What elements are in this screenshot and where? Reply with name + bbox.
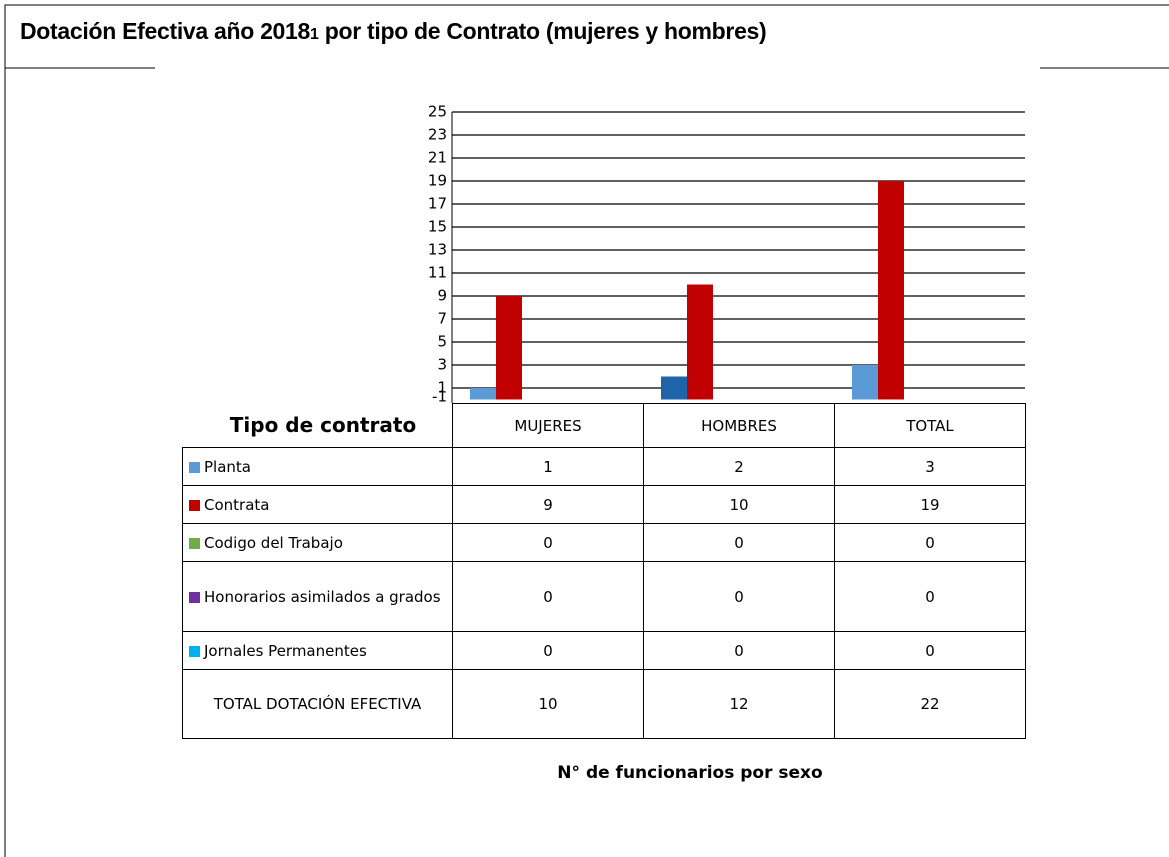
x-axis-title: N° de funcionarios por sexo: [557, 763, 822, 783]
y-tick-label: 13: [428, 241, 447, 259]
bar: [661, 376, 687, 400]
bar: [470, 388, 496, 400]
table-value: 0: [834, 631, 1026, 670]
title-text: por tipo de Contrato (mujeres y hombres): [324, 18, 767, 44]
frame: [4, 4, 1169, 857]
title-footnote: 1: [310, 26, 319, 43]
table-value: 0: [452, 523, 644, 562]
legend-label: Honorarios asimilados a grados: [189, 588, 441, 606]
y-tick-label: 19: [428, 172, 447, 190]
table-value: 3: [834, 447, 1026, 486]
column-header: HOMBRES: [643, 403, 835, 448]
table-value: 9: [452, 485, 644, 524]
table-value: 0: [643, 631, 835, 670]
y-tick-label: -1: [432, 388, 447, 406]
legend-entry: Contrata: [182, 485, 453, 524]
y-tick-label: 7: [437, 310, 447, 328]
legend-swatch: [189, 591, 200, 603]
legend-text: Codigo del Trabajo: [204, 533, 343, 552]
table-value: 2: [643, 447, 835, 486]
legend-entry: Planta: [182, 447, 453, 486]
y-tick-label: 11: [428, 264, 447, 282]
legend-entry: Codigo del Trabajo: [182, 523, 453, 562]
y-tick-label: 17: [428, 195, 447, 213]
legend-swatch: [189, 499, 200, 511]
row-axis-label: Tipo de contrato: [229, 413, 417, 437]
bar: [878, 181, 904, 400]
chart-title: Dotación Efectiva año 20181 por tipo de …: [20, 18, 767, 45]
y-tick-label: 1: [437, 379, 447, 397]
table-total: 10: [452, 669, 644, 739]
legend-label: Codigo del Trabajo: [189, 534, 343, 552]
table-total: 12: [643, 669, 835, 739]
table-value: 0: [834, 561, 1026, 632]
column-header: MUJERES: [452, 403, 644, 448]
legend-label: Jornales Permanentes: [189, 642, 367, 660]
y-tick-label: 9: [437, 287, 447, 305]
table-value: 0: [834, 523, 1026, 562]
y-tick-label: 15: [428, 218, 447, 236]
table-value: 0: [643, 523, 835, 562]
legend-text: Honorarios asimilados a grados: [204, 587, 441, 606]
y-tick-label: 3: [437, 356, 447, 374]
legend-swatch: [189, 461, 200, 473]
title-text: Dotación Efectiva año 2018: [20, 18, 311, 44]
legend-entry: Jornales Permanentes: [182, 631, 453, 670]
table-value: 10: [643, 485, 835, 524]
legend-text: Contrata: [204, 495, 270, 514]
table-total: 22: [834, 669, 1026, 739]
bar: [687, 284, 713, 400]
table-value: 19: [834, 485, 1026, 524]
total-label: TOTAL DOTACIÓN EFECTIVA: [182, 669, 453, 739]
legend-label: Contrata: [189, 496, 269, 514]
table-value: 1: [452, 447, 644, 486]
legend-label: Planta: [189, 458, 251, 476]
table-value: 0: [452, 631, 644, 670]
y-tick-label: 23: [428, 126, 447, 144]
y-tick-label: 5: [437, 333, 447, 351]
legend-entry: Honorarios asimilados a grados: [182, 561, 453, 632]
legend-swatch: [189, 537, 200, 549]
legend-text: Planta: [204, 457, 251, 476]
legend-swatch: [189, 645, 200, 657]
y-tick-label: 21: [428, 149, 447, 167]
bar: [852, 365, 878, 400]
column-header: TOTAL: [834, 403, 1026, 448]
y-tick-label: 25: [428, 103, 447, 121]
legend-text: Jornales Permanentes: [204, 641, 367, 660]
table-value: 0: [452, 561, 644, 632]
bar: [496, 296, 522, 400]
table-value: 0: [643, 561, 835, 632]
